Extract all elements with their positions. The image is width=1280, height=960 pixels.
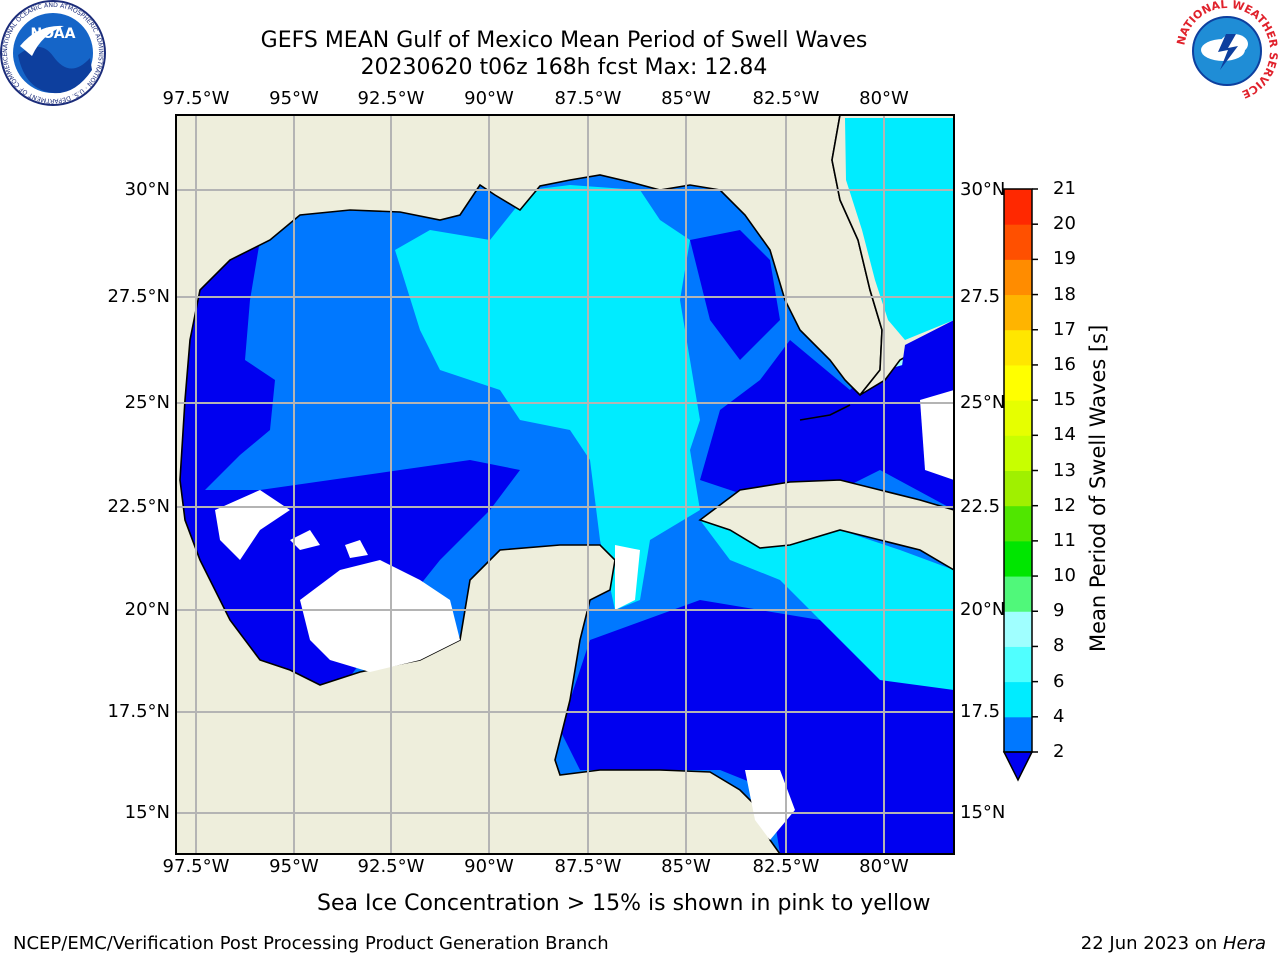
nodata-patch-small-1 [290, 530, 320, 550]
lat-label-right: 20°N [960, 599, 1006, 620]
colorbar-segment [1004, 716, 1032, 753]
ocean-bahamas-band [900, 320, 954, 400]
colorbar-tick-label: 16 [1053, 353, 1076, 375]
colorbar-segment [1004, 189, 1032, 225]
lon-label-top: 87.5°W [554, 88, 622, 109]
nws-logo: NATIONAL WEATHER SERVICE [1176, 0, 1278, 101]
colorbar-segment [1004, 681, 1032, 718]
colorbar-segment [1004, 540, 1032, 577]
colorbar-segment [1004, 435, 1032, 471]
ocean-atlantic-overlay [845, 118, 954, 340]
colorbar-tick-label: 10 [1053, 565, 1076, 587]
colorbar-tick-label: 4 [1053, 705, 1065, 727]
lon-label-bottom: 97.5°W [162, 856, 230, 877]
lon-label-bottom: 87.5°W [554, 856, 622, 877]
lat-label-right: 30°N [960, 179, 1006, 200]
colorbar-segment [1004, 329, 1032, 366]
map-subtitle: 20230620 t06z 168h fcst Max: 12.84 [360, 55, 768, 80]
lat-label-right: 25°N [960, 392, 1006, 413]
colorbar-segment [1004, 646, 1032, 683]
nodata-patch-florida-strait [920, 390, 954, 480]
lon-label-top: 85°W [661, 88, 711, 109]
colorbar-tick-label: 2 [1053, 741, 1065, 762]
lon-label-top: 92.5°W [357, 88, 425, 109]
ocean-band-4-6s-caribbean [700, 520, 954, 690]
lat-label-left: 22.5°N [107, 496, 170, 517]
colorbar-segment [1004, 224, 1032, 260]
colorbar [1002, 188, 1038, 782]
footer-date: 22 Jun 2023 on Hera [1081, 933, 1266, 954]
nodata-patch-small-2 [345, 540, 368, 558]
footer-date-text: 22 Jun 2023 on [1080, 933, 1223, 954]
lat-label-right: 22.5 [960, 496, 1001, 517]
lat-label-right: 17.5 [960, 701, 1001, 722]
lon-label-top: 95°W [269, 88, 319, 109]
lon-label-top: 97.5°W [162, 88, 230, 109]
colorbar-tick-label: 8 [1053, 635, 1065, 657]
colorbar-segment [1004, 294, 1032, 331]
colorbar-extend-triangle [1002, 751, 1034, 782]
noaa-logo-text: NOAA [31, 26, 76, 42]
lat-label-left: 20°N [124, 599, 170, 620]
colorbar-segment [1004, 259, 1032, 296]
graticule [176, 115, 954, 854]
sea-ice-note: Sea Ice Concentration > 15% is shown in … [317, 891, 931, 916]
lon-label-top: 82.5°W [752, 88, 820, 109]
lon-label-bottom: 82.5°W [752, 856, 820, 877]
map-frame [175, 114, 955, 855]
land-cuba [698, 479, 954, 571]
footer-branch: NCEP/EMC/Verification Post Processing Pr… [13, 933, 609, 954]
lon-label-bottom: 95°W [269, 856, 319, 877]
ocean-band-0-2s-yucatan-channel [690, 230, 780, 360]
colorbar-tick-label: 6 [1053, 670, 1065, 692]
colorbar-tick-label: 21 [1053, 178, 1076, 199]
colorbar-tick-label: 11 [1053, 529, 1076, 551]
lat-label-left: 30°N [124, 179, 170, 200]
colorbar-tick-label: 17 [1053, 318, 1076, 340]
lon-label-bottom: 85°W [661, 856, 711, 877]
lat-label-right: 27.5 [960, 286, 1001, 307]
lon-label-top: 80°W [859, 88, 909, 109]
lon-label-bottom: 92.5°W [357, 856, 425, 877]
colorbar-segment [1004, 611, 1032, 647]
ocean-band-0-2s-east [700, 330, 954, 510]
nodata-patch-honduras [745, 770, 795, 840]
lat-label-right: 15°N [960, 802, 1006, 823]
land-florida-keys [799, 404, 851, 421]
footer-machine: Hera [1222, 933, 1266, 954]
ocean-band-0-2s-caribbean [560, 600, 954, 854]
colorbar-tick-label: 18 [1053, 283, 1076, 305]
colorbar-segment [1004, 470, 1032, 507]
lat-label-left: 27.5°N [107, 286, 170, 307]
nodata-patch-bay-of-campeche [300, 560, 460, 672]
colorbar-tick-label: 13 [1053, 459, 1076, 481]
noaa-logo: NATIONAL OCEANIC AND ATMOSPHERIC ADMINIS… [0, 0, 106, 106]
map-title: GEFS MEAN Gulf of Mexico Mean Period of … [260, 28, 868, 53]
colorbar-tick-label: 12 [1053, 494, 1076, 516]
lat-label-left: 25°N [124, 392, 170, 413]
colorbar-tick-label: 19 [1053, 248, 1076, 270]
nodata-patch-yucatan [615, 545, 640, 610]
ocean-band-4-6s-central [395, 185, 700, 610]
lat-label-left: 17.5°N [107, 701, 170, 722]
colorbar-segment [1004, 576, 1032, 612]
lon-label-bottom: 80°W [859, 856, 909, 877]
lon-label-bottom: 90°W [464, 856, 514, 877]
colorbar-tick-label: 14 [1053, 424, 1076, 446]
lat-label-left: 15°N [124, 802, 170, 823]
colorbar-tick-label: 15 [1053, 389, 1076, 411]
colorbar-label: Mean Period of Swell Waves [s] [1086, 324, 1110, 652]
colorbar-tick-label: 20 [1053, 213, 1076, 235]
ocean-band-0-2s-west [176, 240, 520, 690]
land-north-america [176, 115, 883, 854]
colorbar-segment [1004, 400, 1032, 436]
colorbar-segment [1004, 505, 1032, 542]
lon-label-top: 90°W [464, 88, 514, 109]
colorbar-segment [1004, 364, 1032, 401]
colorbar-tick-label: 9 [1053, 600, 1065, 622]
